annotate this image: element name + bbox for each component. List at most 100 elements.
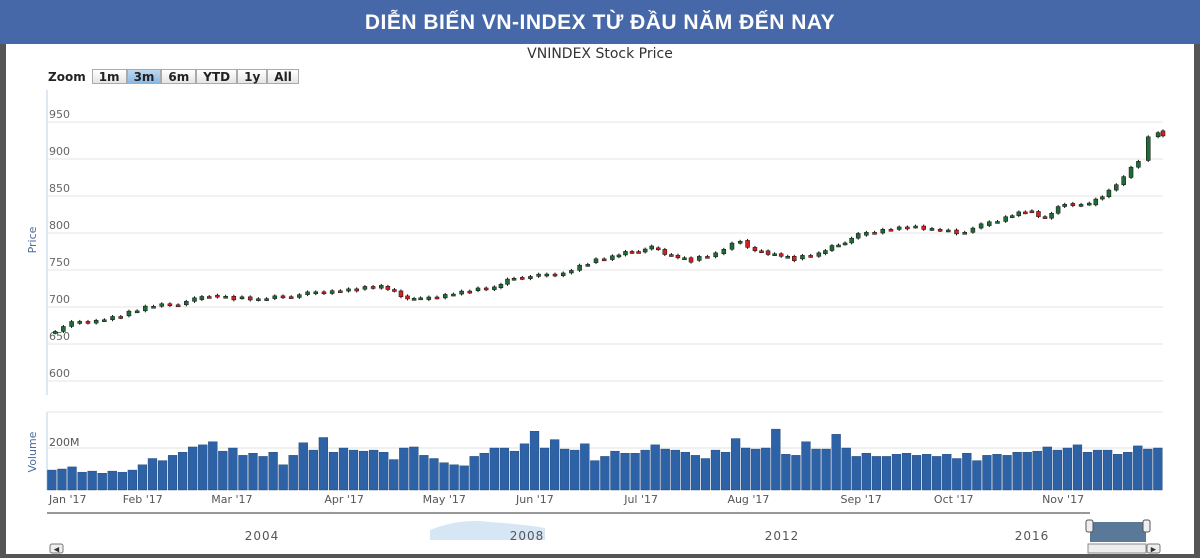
volume-bar xyxy=(851,456,861,491)
candle-down xyxy=(231,295,237,301)
volume-bar xyxy=(811,448,821,491)
candle-up xyxy=(1055,206,1061,214)
candle-up xyxy=(772,253,777,256)
candle-down xyxy=(872,232,877,235)
candle-up xyxy=(536,273,541,277)
volume-bar xyxy=(419,455,429,491)
price-axis-title: Price xyxy=(26,226,39,253)
volume-bar xyxy=(710,449,721,491)
zoom-1y-button[interactable]: 1y xyxy=(237,69,268,84)
candle-down xyxy=(745,240,750,248)
price-tick-label: 850 xyxy=(49,182,70,195)
volume-bar xyxy=(469,456,479,491)
zoom-ytd-button[interactable]: YTD xyxy=(196,69,238,84)
candle-down xyxy=(778,253,784,257)
candle-up xyxy=(411,298,417,301)
volume-bar xyxy=(590,460,600,491)
candle-up xyxy=(134,310,140,314)
volume-bar xyxy=(228,447,238,491)
candle-down xyxy=(467,290,473,294)
volume-bar xyxy=(891,454,902,491)
volume-bar xyxy=(952,458,962,491)
candle-up xyxy=(77,321,83,324)
month-tick-label: Nov '17 xyxy=(1042,493,1084,506)
candle-up xyxy=(593,258,599,263)
volume-bar xyxy=(167,455,178,491)
volume-bar xyxy=(178,452,188,491)
scrollbar-thumb[interactable] xyxy=(1087,543,1147,554)
volume-bar xyxy=(399,447,409,491)
volume-bar xyxy=(157,460,168,491)
candle-down xyxy=(1036,211,1041,217)
candle-up xyxy=(1114,184,1119,191)
scroll-right-button[interactable] xyxy=(1146,543,1161,554)
volume-bar xyxy=(751,448,761,491)
candle-up xyxy=(192,297,197,302)
volume-bar xyxy=(137,464,148,491)
volume-bar xyxy=(308,449,318,491)
candle-up xyxy=(459,290,464,295)
volume-bar xyxy=(831,434,841,491)
volume-bar xyxy=(650,444,660,491)
volume-bar xyxy=(871,456,881,491)
price-tick-label: 750 xyxy=(49,256,70,269)
volume-bar xyxy=(570,449,580,491)
volume-bar xyxy=(942,454,952,491)
scroll-left-button[interactable] xyxy=(49,543,64,554)
volume-bar xyxy=(117,471,127,491)
candle-up xyxy=(616,254,622,258)
candle-down xyxy=(1023,211,1028,215)
candle-up xyxy=(1100,196,1105,200)
navigator-handle-left[interactable] xyxy=(1085,519,1094,533)
candle-up xyxy=(199,296,205,300)
volume-bar xyxy=(188,446,198,491)
volume-bar xyxy=(268,452,278,491)
zoom-6m-button[interactable]: 6m xyxy=(161,69,197,84)
navigator-year-label: 2016 xyxy=(1015,529,1050,543)
volume-axis-title: Volume xyxy=(26,431,39,472)
volume-bar xyxy=(881,456,892,491)
candle-up xyxy=(864,232,869,236)
volume-bar xyxy=(47,469,57,491)
volume-bar xyxy=(640,449,650,491)
volume-bar xyxy=(972,460,982,491)
candle-up xyxy=(272,295,278,299)
candle-up xyxy=(1062,204,1067,207)
month-tick-label: Jan '17 xyxy=(48,493,86,506)
candle-down xyxy=(1070,203,1076,206)
candle-down xyxy=(636,251,641,254)
volume-bar xyxy=(1012,452,1022,491)
candle-up xyxy=(492,286,497,290)
candle-down xyxy=(1029,210,1035,214)
zoom-all-button[interactable]: All xyxy=(267,69,299,84)
candle-down xyxy=(752,247,758,252)
volume-bar xyxy=(690,455,701,491)
candle-down xyxy=(206,296,212,299)
arrow-left-icon: ◀ xyxy=(54,546,60,554)
navigator-handle-right[interactable] xyxy=(1142,519,1151,533)
candle-up xyxy=(110,316,115,320)
price-tick-label: 650 xyxy=(49,330,70,343)
candle-down xyxy=(392,289,397,292)
volume-bar xyxy=(519,443,530,491)
candle-up xyxy=(842,242,848,246)
volume-bar xyxy=(57,468,67,491)
candle-up xyxy=(649,245,654,250)
candle-up xyxy=(823,250,828,254)
zoom-3m-button[interactable]: 3m xyxy=(126,69,162,84)
volume-bar xyxy=(278,464,288,491)
candle-up xyxy=(1093,198,1099,206)
candle-down xyxy=(601,258,607,262)
zoom-1m-button[interactable]: 1m xyxy=(91,69,127,84)
candle-down xyxy=(405,295,410,300)
candle-up xyxy=(816,252,822,257)
volume-bar xyxy=(861,453,871,491)
candle-down xyxy=(321,291,327,295)
candle-up xyxy=(577,264,582,271)
candle-up xyxy=(297,294,302,298)
volume-bar xyxy=(610,450,620,491)
volume-bar xyxy=(720,452,731,491)
candle-up xyxy=(713,252,718,258)
volume-bar xyxy=(630,453,640,491)
